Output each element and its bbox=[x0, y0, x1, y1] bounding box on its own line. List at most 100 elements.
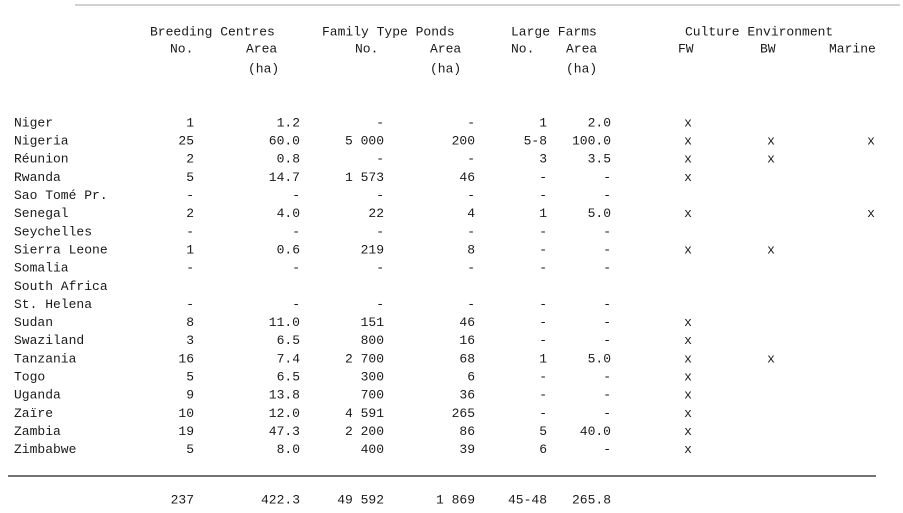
row-label: Zambia bbox=[14, 424, 61, 439]
sub-header: Area bbox=[430, 41, 461, 56]
table-cell: - bbox=[376, 115, 384, 130]
group-header: Family Type Ponds bbox=[322, 24, 455, 39]
row-label: Sierra Leone bbox=[14, 242, 108, 257]
table-cell: - bbox=[603, 388, 611, 403]
table-cell: x bbox=[867, 134, 875, 149]
table-cell: 8.0 bbox=[277, 442, 300, 457]
table-cell: 4 bbox=[467, 206, 475, 221]
table-cell: - bbox=[186, 188, 194, 203]
total-cell: 1 869 bbox=[436, 492, 475, 507]
table-cell: - bbox=[467, 261, 475, 276]
table-cell: x bbox=[684, 424, 692, 439]
table-cell: - bbox=[376, 224, 384, 239]
table-cell: - bbox=[539, 333, 547, 348]
table-cell: - bbox=[603, 406, 611, 421]
sub-header: No. bbox=[355, 41, 378, 56]
table-cell: 4 591 bbox=[345, 406, 384, 421]
row-label: Zimbabwe bbox=[14, 442, 76, 457]
table-cell: 300 bbox=[361, 370, 384, 385]
table-cell: - bbox=[292, 261, 300, 276]
table-cell: - bbox=[467, 297, 475, 312]
table-cell: 5 bbox=[539, 424, 547, 439]
table-cell: x bbox=[684, 333, 692, 348]
table-cell: - bbox=[292, 224, 300, 239]
table-cell: 16 bbox=[178, 351, 194, 366]
table-cell: - bbox=[467, 188, 475, 203]
table-cell: - bbox=[539, 170, 547, 185]
table-cell: 6 bbox=[467, 370, 475, 385]
table-cell: 68 bbox=[459, 351, 475, 366]
table-cell: - bbox=[603, 188, 611, 203]
table-cell: x bbox=[684, 134, 692, 149]
table-cell: 5 bbox=[186, 170, 194, 185]
sub-header: No. bbox=[170, 41, 193, 56]
table-cell: 2.0 bbox=[588, 115, 611, 130]
table-cell: - bbox=[186, 297, 194, 312]
table-cell: - bbox=[539, 261, 547, 276]
table-cell: - bbox=[603, 242, 611, 257]
table-cell: - bbox=[467, 224, 475, 239]
row-label: South Africa bbox=[14, 279, 108, 294]
group-header: Culture Environment bbox=[685, 24, 833, 39]
table-cell: 40.0 bbox=[580, 424, 611, 439]
table-cell: 1 573 bbox=[345, 170, 384, 185]
table-cell: - bbox=[376, 152, 384, 167]
table-cell: - bbox=[603, 261, 611, 276]
table-cell: x bbox=[684, 388, 692, 403]
row-label: Rwanda bbox=[14, 170, 61, 185]
table-cell: x bbox=[684, 351, 692, 366]
table-cell: 86 bbox=[459, 424, 475, 439]
table-cell: 100.0 bbox=[572, 134, 611, 149]
table-cell: - bbox=[603, 333, 611, 348]
table-cell: 11.0 bbox=[269, 315, 300, 330]
sub-header: No. bbox=[511, 41, 534, 56]
table-cell: 6.5 bbox=[277, 370, 300, 385]
table-cell: 5 bbox=[186, 370, 194, 385]
table-cell: - bbox=[603, 442, 611, 457]
table-cell: x bbox=[767, 242, 775, 257]
table-cell: x bbox=[767, 351, 775, 366]
sub-header: Area bbox=[246, 41, 277, 56]
row-label: Tanzania bbox=[14, 351, 77, 366]
total-cell: 422.3 bbox=[261, 492, 300, 507]
table-cell: - bbox=[603, 297, 611, 312]
row-label: Senegal bbox=[14, 206, 69, 221]
table-cell: 151 bbox=[361, 315, 385, 330]
table-cell: - bbox=[539, 242, 547, 257]
total-cell: 45-48 bbox=[508, 492, 547, 507]
table-cell: x bbox=[684, 370, 692, 385]
table-cell: 1 bbox=[539, 351, 547, 366]
sub-header: (ha) bbox=[248, 61, 279, 76]
table-cell: 12.0 bbox=[269, 406, 300, 421]
table-cell: - bbox=[603, 224, 611, 239]
table-cell: x bbox=[767, 134, 775, 149]
table-cell: 22 bbox=[368, 206, 384, 221]
row-label: Seychelles bbox=[14, 224, 92, 239]
table-cell: 25 bbox=[178, 134, 194, 149]
table-cell: 2 700 bbox=[345, 351, 384, 366]
table-cell: 5 000 bbox=[345, 134, 384, 149]
table-cell: 4.0 bbox=[277, 206, 300, 221]
table-cell: - bbox=[292, 188, 300, 203]
table-cell: x bbox=[684, 206, 692, 221]
table-cell: 2 bbox=[186, 206, 194, 221]
row-label: Zaïre bbox=[14, 406, 53, 421]
table-cell: 0.6 bbox=[277, 242, 300, 257]
row-label: Somalia bbox=[14, 261, 69, 276]
table-cell: 2 bbox=[186, 152, 194, 167]
row-label: Swaziland bbox=[14, 333, 84, 348]
table-cell: 1 bbox=[539, 206, 547, 221]
sub-header: (ha) bbox=[566, 61, 597, 76]
table-cell: 1 bbox=[186, 242, 194, 257]
sub-header: Area bbox=[566, 41, 597, 56]
table-cell: 1 bbox=[186, 115, 194, 130]
group-header: Breeding Centres bbox=[150, 24, 275, 39]
table-cell: 13.8 bbox=[269, 388, 300, 403]
table-cell: 39 bbox=[459, 442, 475, 457]
table-cell: - bbox=[186, 261, 194, 276]
table-cell: - bbox=[376, 188, 384, 203]
table-cell: 14.7 bbox=[269, 170, 300, 185]
table-cell: - bbox=[539, 315, 547, 330]
table-cell: 46 bbox=[459, 315, 475, 330]
row-label: St. Helena bbox=[14, 297, 92, 312]
